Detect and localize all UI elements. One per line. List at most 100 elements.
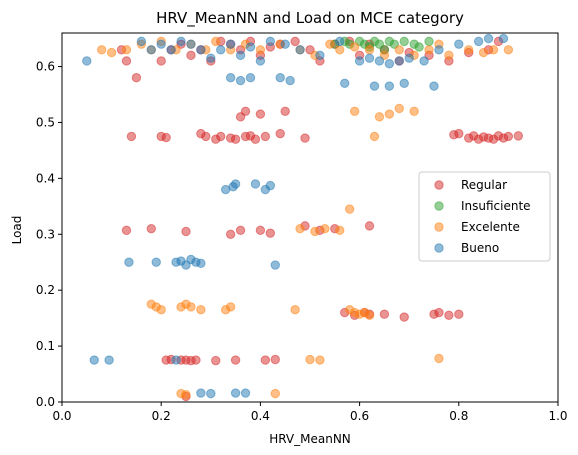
- y-tick-label: 0.0: [36, 395, 55, 409]
- data-point: [265, 180, 276, 191]
- data-point: [454, 128, 464, 139]
- data-point: [384, 59, 395, 69]
- data-point: [176, 36, 186, 47]
- x-tick-label: 0.4: [251, 409, 270, 423]
- data-point: [320, 223, 330, 234]
- data-point: [344, 204, 355, 214]
- data-point: [230, 355, 241, 365]
- data-point: [364, 53, 375, 63]
- data-point: [156, 39, 166, 49]
- data-point: [374, 56, 385, 66]
- data-point: [483, 33, 494, 44]
- data-point: [399, 36, 409, 47]
- x-axis-ticks: 0.0 0.2 0.4 0.6 0.8 1.0: [52, 402, 568, 423]
- data-point: [250, 134, 261, 144]
- y-tick-label: 0.2: [36, 283, 55, 297]
- data-point: [295, 45, 305, 55]
- data-point: [121, 56, 132, 66]
- data-point: [280, 39, 290, 49]
- data-point: [503, 45, 514, 55]
- data-point: [255, 56, 266, 66]
- data-point: [124, 257, 134, 267]
- data-point: [394, 56, 404, 66]
- data-point: [131, 73, 142, 83]
- data-point: [265, 36, 276, 47]
- data-point: [216, 131, 226, 142]
- data-point: [230, 388, 241, 398]
- data-point: [89, 355, 99, 365]
- data-point: [335, 36, 345, 47]
- data-point: [364, 221, 375, 231]
- data-point: [369, 81, 380, 91]
- data-point: [206, 53, 216, 63]
- data-point: [315, 50, 325, 61]
- data-point: [136, 36, 147, 47]
- data-point: [399, 78, 409, 89]
- data-point: [240, 106, 251, 116]
- data-point: [478, 47, 489, 58]
- plot-frame: [61, 32, 559, 403]
- x-axis-label: HRV_MeanNN: [269, 432, 351, 446]
- data-point: [196, 258, 206, 269]
- data-point: [270, 260, 280, 270]
- data-point: [146, 45, 156, 55]
- data-point: [434, 45, 444, 55]
- data-point: [186, 302, 196, 312]
- data-point: [290, 305, 300, 315]
- data-point: [161, 132, 171, 143]
- y-tick-label: 0.4: [36, 171, 55, 185]
- data-point: [434, 353, 444, 364]
- x-tick-label: 0.8: [449, 409, 468, 423]
- y-tick-label: 0.1: [36, 339, 55, 353]
- data-point: [146, 223, 156, 234]
- data-point: [201, 131, 211, 142]
- data-point: [186, 39, 196, 49]
- data-point: [364, 310, 375, 321]
- data-point: [419, 56, 429, 66]
- data-point: [513, 131, 524, 141]
- x-tick-label: 0.2: [152, 409, 171, 423]
- data-point: [196, 305, 206, 315]
- data-point: [270, 388, 280, 399]
- data-point: [404, 53, 414, 63]
- data-point: [295, 223, 305, 234]
- data-point: [260, 355, 271, 365]
- data-point: [82, 56, 92, 66]
- y-axis-label: Load: [10, 216, 24, 245]
- data-point: [300, 133, 310, 143]
- data-point: [434, 307, 444, 318]
- data-point: [305, 354, 315, 365]
- data-point: [235, 225, 246, 236]
- data-point: [424, 36, 434, 47]
- data-point: [384, 109, 395, 119]
- data-point: [454, 309, 464, 319]
- data-point: [171, 355, 181, 365]
- data-point: [196, 45, 206, 55]
- data-point: [369, 131, 380, 142]
- data-point: [270, 354, 280, 365]
- data-point: [399, 312, 409, 322]
- data-point: [245, 42, 256, 52]
- data-point: [394, 45, 404, 55]
- chart-title: HRV_MeanNN and Load on MCE category: [156, 9, 464, 28]
- data-point: [340, 78, 350, 89]
- x-tick-label: 0.0: [52, 409, 71, 423]
- data-point: [191, 355, 201, 365]
- data-point: [275, 128, 285, 139]
- data-point: [444, 310, 454, 321]
- data-point: [181, 226, 191, 237]
- data-point: [335, 225, 345, 236]
- data-point: [211, 36, 221, 47]
- data-point: [280, 106, 290, 116]
- data-point: [225, 229, 236, 239]
- data-point: [230, 179, 241, 189]
- legend-box: [418, 171, 551, 262]
- y-axis-ticks: 0.0 0.1 0.2 0.3 0.4 0.5 0.6: [36, 60, 62, 409]
- data-point: [310, 226, 320, 237]
- legend-label-excelente: Excelente: [461, 220, 520, 234]
- data-point: [464, 45, 474, 55]
- data-point: [349, 42, 360, 52]
- data-point: [379, 309, 390, 319]
- data-point: [414, 42, 424, 52]
